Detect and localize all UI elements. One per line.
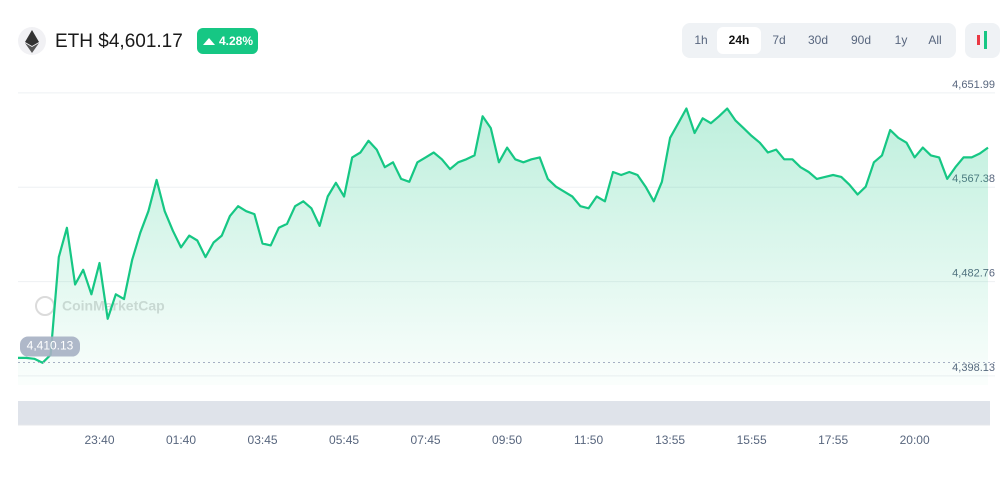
x-tick-label: 01:40 xyxy=(166,433,196,447)
x-tick-label: 03:45 xyxy=(248,433,278,447)
timeframe-button[interactable]: 1h xyxy=(694,33,707,47)
timeframe-button[interactable]: 30d xyxy=(808,33,828,47)
price-line xyxy=(18,107,989,364)
timeframe-button[interactable]: 90d xyxy=(851,33,871,47)
x-tick-label: 15:55 xyxy=(737,433,767,447)
x-tick-label: 17:55 xyxy=(818,433,848,447)
chart-type-button[interactable] xyxy=(965,23,1000,58)
x-tick-label: 07:45 xyxy=(411,433,441,447)
timeframe-button[interactable]: 24h xyxy=(729,33,750,47)
change-badge xyxy=(197,28,258,54)
area-fill xyxy=(18,108,988,385)
reference-label: 4,410.13 xyxy=(27,339,74,353)
timeframe-button[interactable]: All xyxy=(928,33,941,47)
x-tick-label: 11:50 xyxy=(574,433,603,447)
x-tick-label: 20:00 xyxy=(900,433,930,447)
timeframe-active xyxy=(717,27,761,54)
x-tick-label: 09:50 xyxy=(492,433,522,447)
candle-icon xyxy=(977,35,980,45)
y-tick-label: 4,651.99 xyxy=(952,79,995,91)
timeframe-group: 1h 24h 7d 30d 90d 1y All xyxy=(694,27,942,54)
volume-band xyxy=(18,401,990,425)
x-tick-label: 05:45 xyxy=(329,433,359,447)
candle-icon xyxy=(984,31,987,49)
x-tick-label: 13:55 xyxy=(655,433,685,447)
up-arrow xyxy=(203,38,215,45)
eth-icon xyxy=(18,27,46,55)
timeframe-button[interactable]: 7d xyxy=(772,33,785,47)
reference-pill xyxy=(20,336,80,357)
timeframe-button[interactable]: 1y xyxy=(895,33,908,47)
change-text: 4.28% xyxy=(219,34,253,48)
x-tick-label: 23:40 xyxy=(84,433,114,447)
asset-title: ETH $4,601.17 xyxy=(55,31,183,52)
